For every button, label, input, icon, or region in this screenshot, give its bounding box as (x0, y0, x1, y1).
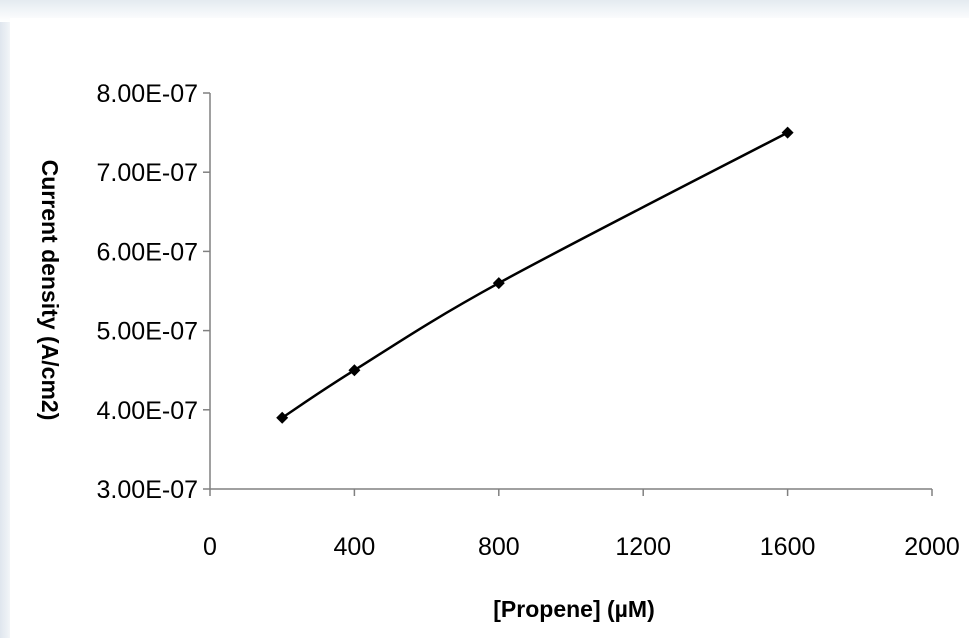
y-tick-label: 5.00E-07 (97, 318, 198, 346)
y-ticks: 3.00E-07 4.00E-07 5.00E-07 6.00E-07 7.00E-07… (97, 80, 210, 504)
y-tick-label: 4.00E-07 (97, 397, 198, 425)
x-tick-label: 1200 (615, 533, 671, 561)
x-tick-label: 1600 (760, 533, 816, 561)
data-point (492, 277, 505, 290)
series-line (281, 131, 789, 419)
y-tick-label: 7.00E-07 (97, 159, 198, 187)
axes: 3.00E-07 4.00E-07 5.00E-07 6.00E-07 7.00E-07… (97, 80, 960, 561)
window-top-edge (0, 0, 969, 22)
x-axis-title: [Propene] (µM) (493, 596, 654, 622)
data-point (348, 364, 361, 377)
data-point (276, 411, 289, 424)
y-tick-label: 8.00E-07 (97, 80, 198, 108)
x-tick-label: 400 (334, 533, 376, 561)
data-point (781, 126, 794, 139)
y-tick-label: 3.00E-07 (97, 476, 198, 504)
x-tick-label: 800 (478, 533, 520, 561)
x-tick-label: 0 (203, 533, 217, 561)
x-ticks: 0 400 800 1200 1600 2000 (203, 489, 960, 561)
series-layer (276, 126, 794, 424)
chart-area (10, 18, 969, 638)
x-tick-label: 2000 (904, 533, 960, 561)
y-axis-title: Current density (A/cm2) (37, 160, 63, 421)
y-tick-label: 6.00E-07 (97, 238, 198, 266)
